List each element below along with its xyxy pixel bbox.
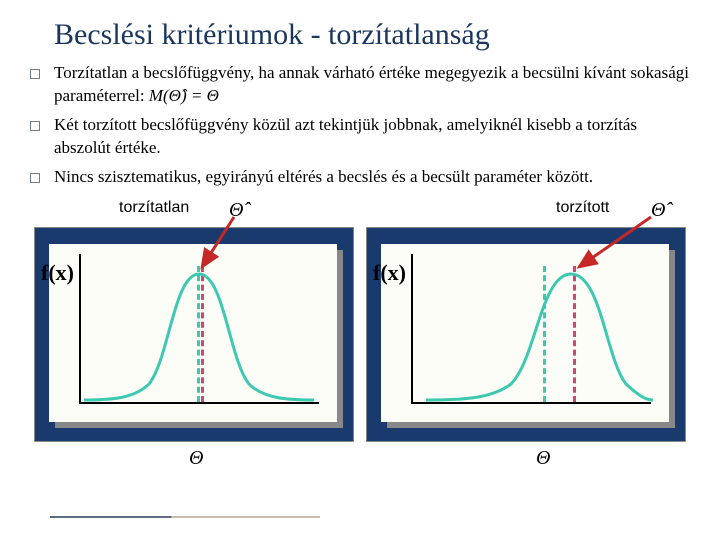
- bullet-text: Két torzított becslőfüggvény közül azt t…: [54, 114, 696, 160]
- arrow-icon: [571, 212, 661, 282]
- fx-axis-label: f(x): [369, 258, 410, 288]
- chart-label-unbiased: torzítatlan: [119, 199, 189, 217]
- charts-row: torzítatlan Θ̂ f(x) Θ: [24, 207, 696, 442]
- bullet-marker-icon: [30, 69, 40, 79]
- fx-axis-label: f(x): [37, 258, 78, 288]
- arrow-icon: [194, 212, 244, 282]
- bullet-text: Nincs szisztematikus, egyirányú eltérés …: [54, 166, 593, 189]
- theta-symbol: Θ: [189, 447, 203, 470]
- bullet-item: Két torzított becslőfüggvény közül azt t…: [30, 114, 696, 160]
- theta-symbol: Θ: [536, 447, 550, 470]
- bullet-marker-icon: [30, 173, 40, 183]
- formula: M(Θ̂) = Θ: [149, 86, 219, 105]
- density-curve: [426, 274, 653, 400]
- slide-title: Becslési kritériumok - torzítatlanság: [54, 18, 696, 52]
- slide: Becslési kritériumok - torzítatlanság To…: [0, 0, 720, 540]
- chart-canvas: [49, 244, 337, 422]
- bullet-item: Nincs szisztematikus, egyirányú eltérés …: [30, 166, 696, 189]
- density-curve: [84, 274, 314, 400]
- bullet-list: Torzítatlan a becslőfüggvény, ha annak v…: [30, 62, 696, 189]
- footer-divider: [50, 516, 320, 518]
- bullet-text: Torzítatlan a becslőfüggvény, ha annak v…: [54, 62, 696, 108]
- bullet-marker-icon: [30, 121, 40, 131]
- chart-unbiased: torzítatlan Θ̂ f(x) Θ: [34, 207, 354, 442]
- curve-svg: [49, 244, 337, 422]
- bullet-item: Torzítatlan a becslőfüggvény, ha annak v…: [30, 62, 696, 108]
- chart-biased: torzított Θ̂ f(x) Θ: [366, 207, 686, 442]
